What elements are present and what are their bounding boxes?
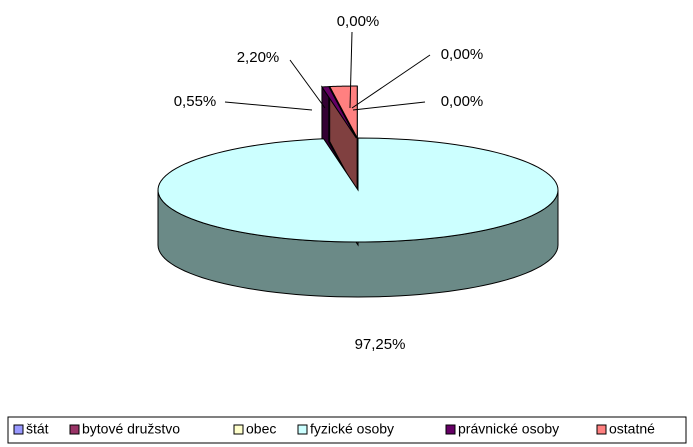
- legend-label: právnické osoby: [458, 421, 559, 437]
- slice: [157, 137, 559, 243]
- legend-swatch: [69, 424, 80, 435]
- data-label: 0,00%: [441, 93, 484, 110]
- data-label: 2,20%: [237, 49, 280, 66]
- legend-label: ostatné: [609, 421, 655, 437]
- legend-swatch: [445, 424, 456, 435]
- legend-swatch: [297, 424, 308, 435]
- legend-swatch: [13, 424, 24, 435]
- data-label: 97,25%: [355, 336, 406, 353]
- legend-label: obec: [246, 421, 276, 437]
- legend-label: fyzické osoby: [310, 421, 394, 437]
- data-label: 0,00%: [337, 13, 380, 30]
- leader-line: [289, 59, 326, 109]
- legend-box: [7, 416, 687, 444]
- leader-line: [352, 101, 426, 111]
- leader-line: [351, 54, 431, 109]
- legend-label: štát: [26, 421, 49, 437]
- leader-line: [349, 31, 353, 109]
- slice: [321, 86, 357, 139]
- legend-swatch: [596, 424, 607, 435]
- data-label: 0,00%: [441, 46, 484, 63]
- data-label: 0,55%: [174, 93, 217, 110]
- leader-line: [224, 101, 313, 111]
- legend-label: bytové družstvo: [82, 421, 180, 437]
- legend-swatch: [233, 424, 244, 435]
